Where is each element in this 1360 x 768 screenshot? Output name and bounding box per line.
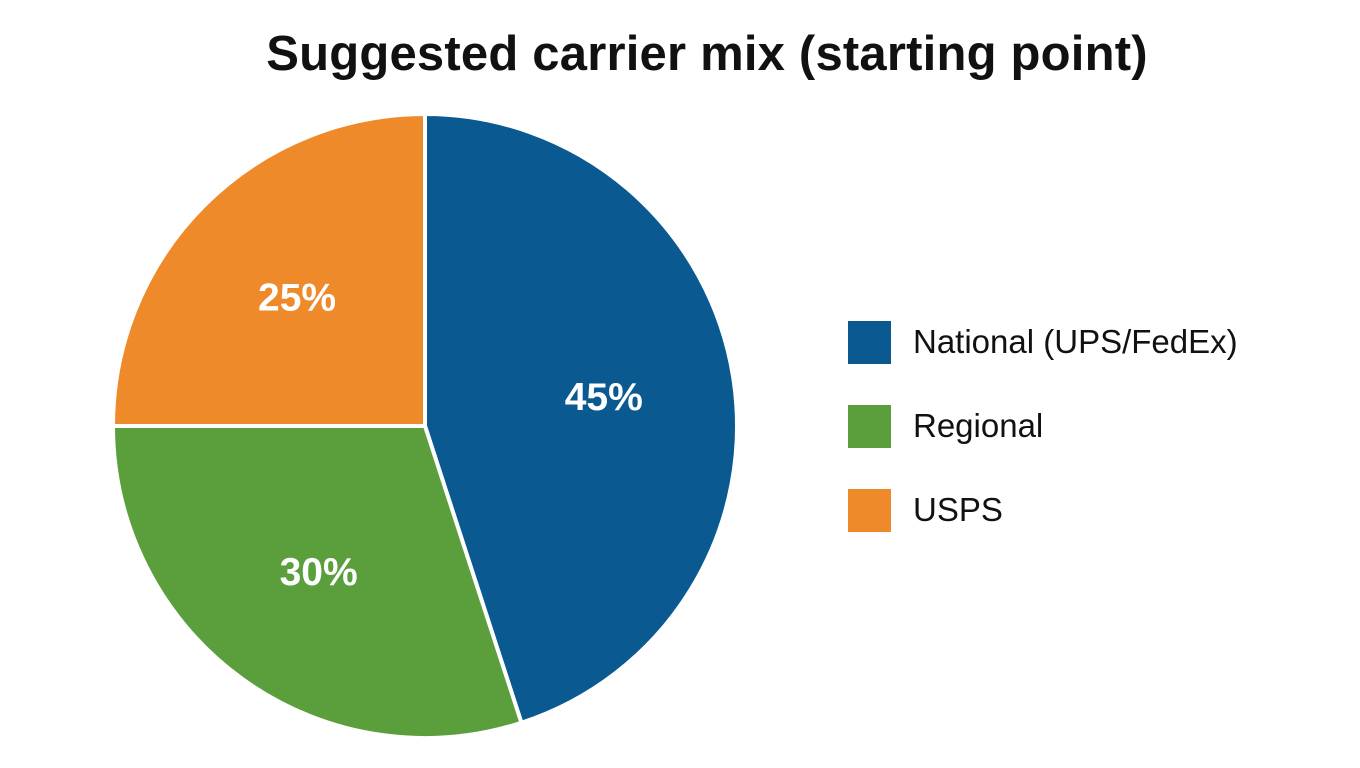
legend-label-usps: USPS [913,491,1003,528]
chart-title: Suggested carrier mix (starting point) [266,27,1148,81]
pie-slices [111,112,739,740]
legend-label-national: National (UPS/FedEx) [913,323,1238,360]
pie-slice-national [423,112,739,725]
legend-swatch-national [848,320,891,364]
legend-item-regional: Regional [848,404,1238,448]
slice-label-regional: 30% [280,551,358,594]
legend-label-regional: Regional [913,407,1044,444]
legend-swatch-usps [848,488,891,532]
legend-swatch-regional [848,404,891,448]
slice-label-usps: 25% [258,277,336,320]
legend: National (UPS/FedEx) Regional USPS [848,320,1238,572]
pie-slice-usps [111,112,427,428]
legend-item-national: National (UPS/FedEx) [848,320,1238,364]
slice-label-national: 45% [565,376,643,419]
legend-item-usps: USPS [848,488,1238,532]
pie-slice-regional [111,424,524,740]
pie-labels: 45% 30% 25% [258,277,643,594]
